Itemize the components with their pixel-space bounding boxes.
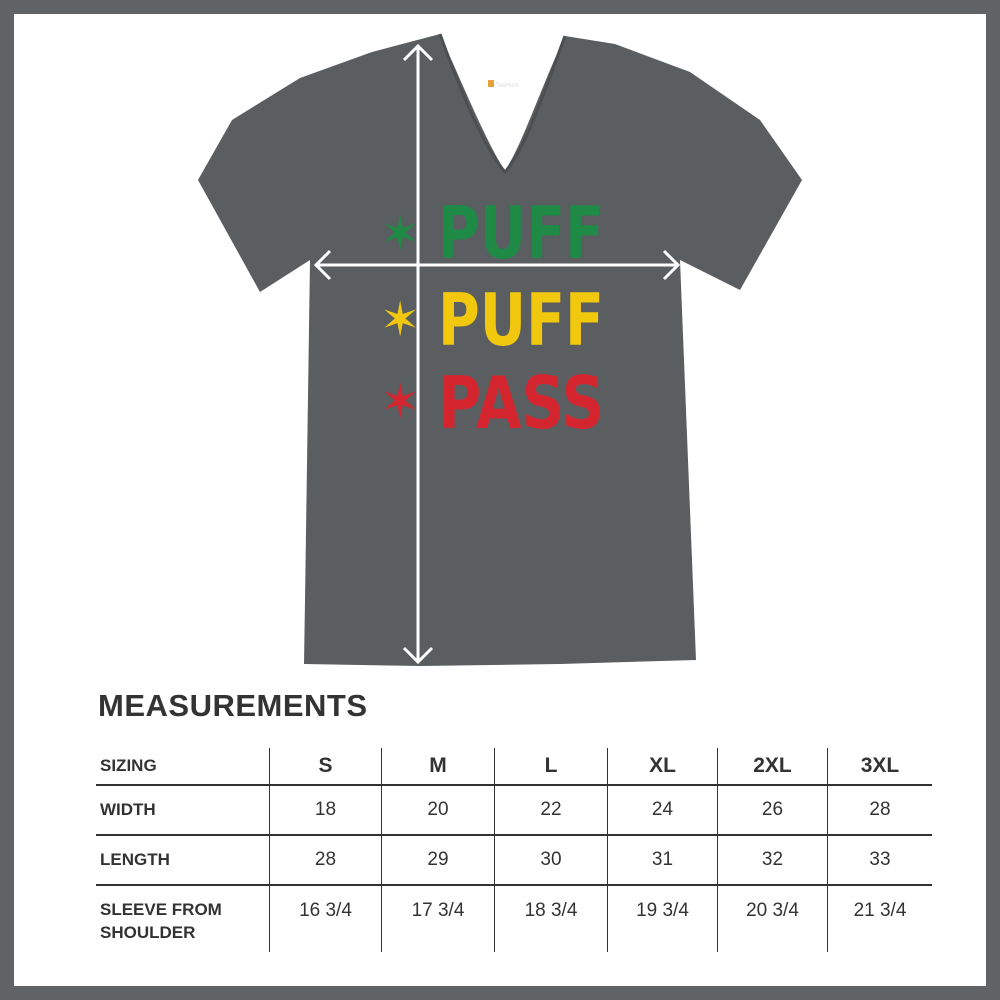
cell: 26 xyxy=(717,784,828,835)
sizing-label: SIZING xyxy=(100,756,157,775)
svg-text:TeeHunt: TeeHunt xyxy=(496,83,519,89)
table-header-row: SIZING S M L XL 2XL 3XL xyxy=(96,748,932,785)
cell: 21 3/4 xyxy=(827,884,932,952)
cell: 20 3/4 xyxy=(717,884,828,952)
size-m: M xyxy=(381,748,495,785)
cell: 28 xyxy=(269,834,382,885)
cell: 18 3/4 xyxy=(494,884,608,952)
table-row: WIDTH 18 20 22 24 26 28 xyxy=(96,784,932,835)
size-l: L xyxy=(494,748,608,785)
size-2xl: 2XL xyxy=(717,748,828,785)
size-s: S xyxy=(269,748,382,785)
tshirt-body xyxy=(198,34,802,666)
leaf-icon-green: ✶ xyxy=(380,208,420,261)
row-label: LENGTH xyxy=(96,834,270,885)
table-row: SLEEVE FROM SHOULDER 16 3/4 17 3/4 18 3/… xyxy=(96,884,932,952)
cell: 17 3/4 xyxy=(381,884,495,952)
tshirt-illustration: TeeHunt PUFF PUFF PASS ✶ ✶ ✶ xyxy=(198,33,802,666)
cell: 24 xyxy=(607,784,718,835)
print-line-2: PUFF xyxy=(438,278,604,362)
cell: 28 xyxy=(827,784,932,835)
cell: 32 xyxy=(717,834,828,885)
cell: 18 xyxy=(269,784,382,835)
measurement-arrows xyxy=(313,43,681,665)
leaf-icon-yellow: ✶ xyxy=(380,294,420,347)
cell: 30 xyxy=(494,834,608,885)
size-chart-table: SIZING S M L XL 2XL 3XL WIDTH 18 20 22 2… xyxy=(96,748,932,952)
cell: 22 xyxy=(494,784,608,835)
cell: 31 xyxy=(607,834,718,885)
v-neck-collar xyxy=(438,33,567,175)
cell: 33 xyxy=(827,834,932,885)
print-line-1: PUFF xyxy=(438,191,604,275)
row-label: WIDTH xyxy=(96,784,270,835)
print-line-3: PASS xyxy=(438,361,604,445)
table-row: LENGTH 28 29 30 31 32 33 xyxy=(96,834,932,885)
cell: 20 xyxy=(381,784,495,835)
cell: 16 3/4 xyxy=(269,884,382,952)
leaf-icon-red: ✶ xyxy=(380,376,420,429)
size-xl: XL xyxy=(607,748,718,785)
size-3xl: 3XL xyxy=(827,748,932,785)
cell: 19 3/4 xyxy=(607,884,718,952)
measurements-title: MEASUREMENTS xyxy=(98,688,368,723)
brand-label: TeeHunt xyxy=(488,80,519,89)
cell: 29 xyxy=(381,834,495,885)
row-label: SLEEVE FROM SHOULDER xyxy=(96,884,270,952)
